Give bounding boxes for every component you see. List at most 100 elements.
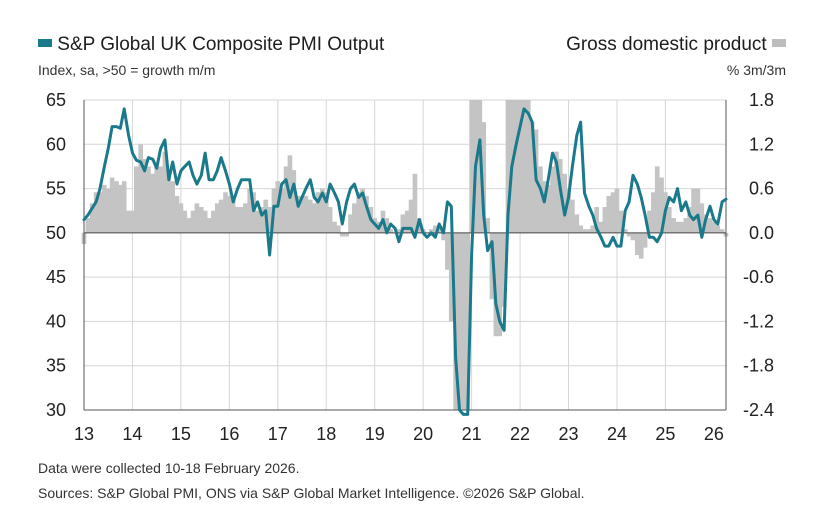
gdp-bar	[126, 210, 131, 233]
right-tick-label: -2.4	[743, 400, 774, 420]
gdp-bar	[412, 173, 418, 233]
gdp-bar	[134, 166, 139, 233]
gdp-bar	[513, 100, 519, 233]
left-axis-note: Index, sa, >50 = growth m/m	[38, 62, 216, 78]
x-tick-label: 25	[655, 424, 675, 444]
legend-pmi-label: S&P Global UK Composite PMI Output	[57, 34, 385, 55]
legend-pmi-swatch	[38, 38, 52, 47]
gdp-bar	[85, 218, 91, 233]
footer-note: Data were collected 10-18 February 2026.	[38, 460, 300, 476]
right-tick-label: -1.2	[743, 311, 774, 331]
grid-lines	[84, 99, 726, 410]
gdp-bar	[178, 203, 184, 233]
x-tick-label: 21	[462, 424, 482, 444]
x-tick-label: 13	[74, 424, 94, 444]
gdp-bar	[618, 210, 624, 233]
gdp-bar	[190, 210, 196, 233]
x-tick-label: 22	[510, 424, 530, 444]
right-tick-label: 0.6	[749, 179, 774, 199]
gdp-bar	[259, 207, 265, 233]
gdp-bar	[299, 195, 305, 233]
gdp-bar	[481, 122, 487, 233]
gdp-bar	[408, 199, 414, 233]
gdp-bar	[469, 100, 474, 233]
gdp-bar	[461, 232, 466, 410]
x-tick-label: 18	[316, 424, 336, 444]
gdp-bar	[243, 203, 248, 233]
gdp-bar	[635, 232, 640, 255]
x-tick-label: 17	[268, 424, 288, 444]
gdp-bar	[291, 170, 297, 233]
gdp-bar	[114, 181, 119, 233]
gdp-bar	[590, 225, 596, 233]
gdp-bar	[400, 214, 406, 233]
legend-gdp-label: Gross domestic product	[566, 34, 767, 55]
gdp-bar	[586, 229, 592, 233]
gdp-bar	[364, 195, 369, 233]
gdp-bar	[465, 232, 471, 410]
gdp-bar	[695, 188, 701, 233]
left-tick-label: 30	[46, 400, 66, 420]
gdp-bar	[529, 122, 535, 233]
gdp-bar	[642, 232, 648, 248]
left-tick-label: 35	[46, 356, 66, 376]
gdp-bar	[638, 232, 644, 259]
gdp-bar	[223, 192, 228, 233]
gdp-bar	[626, 232, 632, 237]
gdp-bar	[174, 195, 180, 233]
gdp-bar	[182, 210, 188, 233]
gdp-bar	[348, 214, 353, 233]
gdp-bar	[170, 181, 175, 233]
gdp-bars	[81, 100, 729, 410]
gdp-bar	[105, 188, 111, 233]
left-tick-label: 60	[46, 134, 66, 154]
gdp-bar	[545, 184, 551, 233]
gdp-bar	[332, 221, 337, 233]
gdp-bar	[239, 207, 244, 233]
gdp-bar	[295, 195, 301, 233]
gdp-bar	[227, 195, 232, 233]
gdp-bar	[206, 218, 212, 233]
right-tick-label: -0.6	[743, 267, 774, 287]
gdp-bar	[336, 225, 341, 233]
x-tick-label: 20	[413, 424, 433, 444]
gdp-bar	[651, 192, 656, 233]
left-tick-label: 40	[46, 311, 66, 331]
axes	[83, 100, 727, 411]
gdp-bar	[445, 232, 450, 270]
gdp-bar	[691, 188, 696, 233]
x-tick-label: 14	[122, 424, 142, 444]
right-axis-note: % 3m/3m	[726, 62, 786, 78]
gdp-bar	[711, 221, 717, 233]
gdp-bar	[247, 188, 253, 233]
left-tick-label: 55	[46, 179, 66, 199]
left-tick-label: 45	[46, 267, 66, 287]
gdp-bar	[154, 166, 159, 233]
legend-pmi: S&P Global UK Composite PMI Output	[38, 34, 384, 56]
right-tick-label: 1.8	[749, 90, 774, 110]
gdp-bar	[109, 177, 115, 233]
legend-gdp-swatch	[772, 38, 786, 47]
gdp-bar	[303, 195, 309, 233]
gdp-bar	[594, 207, 599, 233]
footer-sources: Sources: S&P Global PMI, ONS via S&P Glo…	[38, 485, 585, 501]
gdp-bar	[311, 203, 317, 233]
gdp-bar	[89, 203, 95, 233]
gdp-bar	[432, 225, 438, 233]
pmi-line-group	[82, 107, 728, 416]
gdp-bar	[211, 210, 216, 233]
right-tick-label: 0.0	[749, 223, 774, 243]
gdp-bar	[429, 229, 434, 233]
gdp-bar	[93, 192, 99, 233]
tick-labels: 65 60 55 50 45 40 35 30 1.8 1.2 0.6 0.0 -0.6 -1.2 -1.8…	[46, 90, 774, 444]
gdp-bar	[687, 207, 692, 233]
gdp-bar	[448, 232, 454, 322]
gdp-bar	[315, 192, 321, 233]
gdp-bar	[566, 188, 571, 233]
x-tick-label: 24	[607, 424, 627, 444]
gdp-bar	[550, 166, 555, 233]
gdp-bar	[715, 225, 721, 233]
gdp-bar	[214, 203, 220, 233]
gdp-bar	[279, 188, 285, 233]
